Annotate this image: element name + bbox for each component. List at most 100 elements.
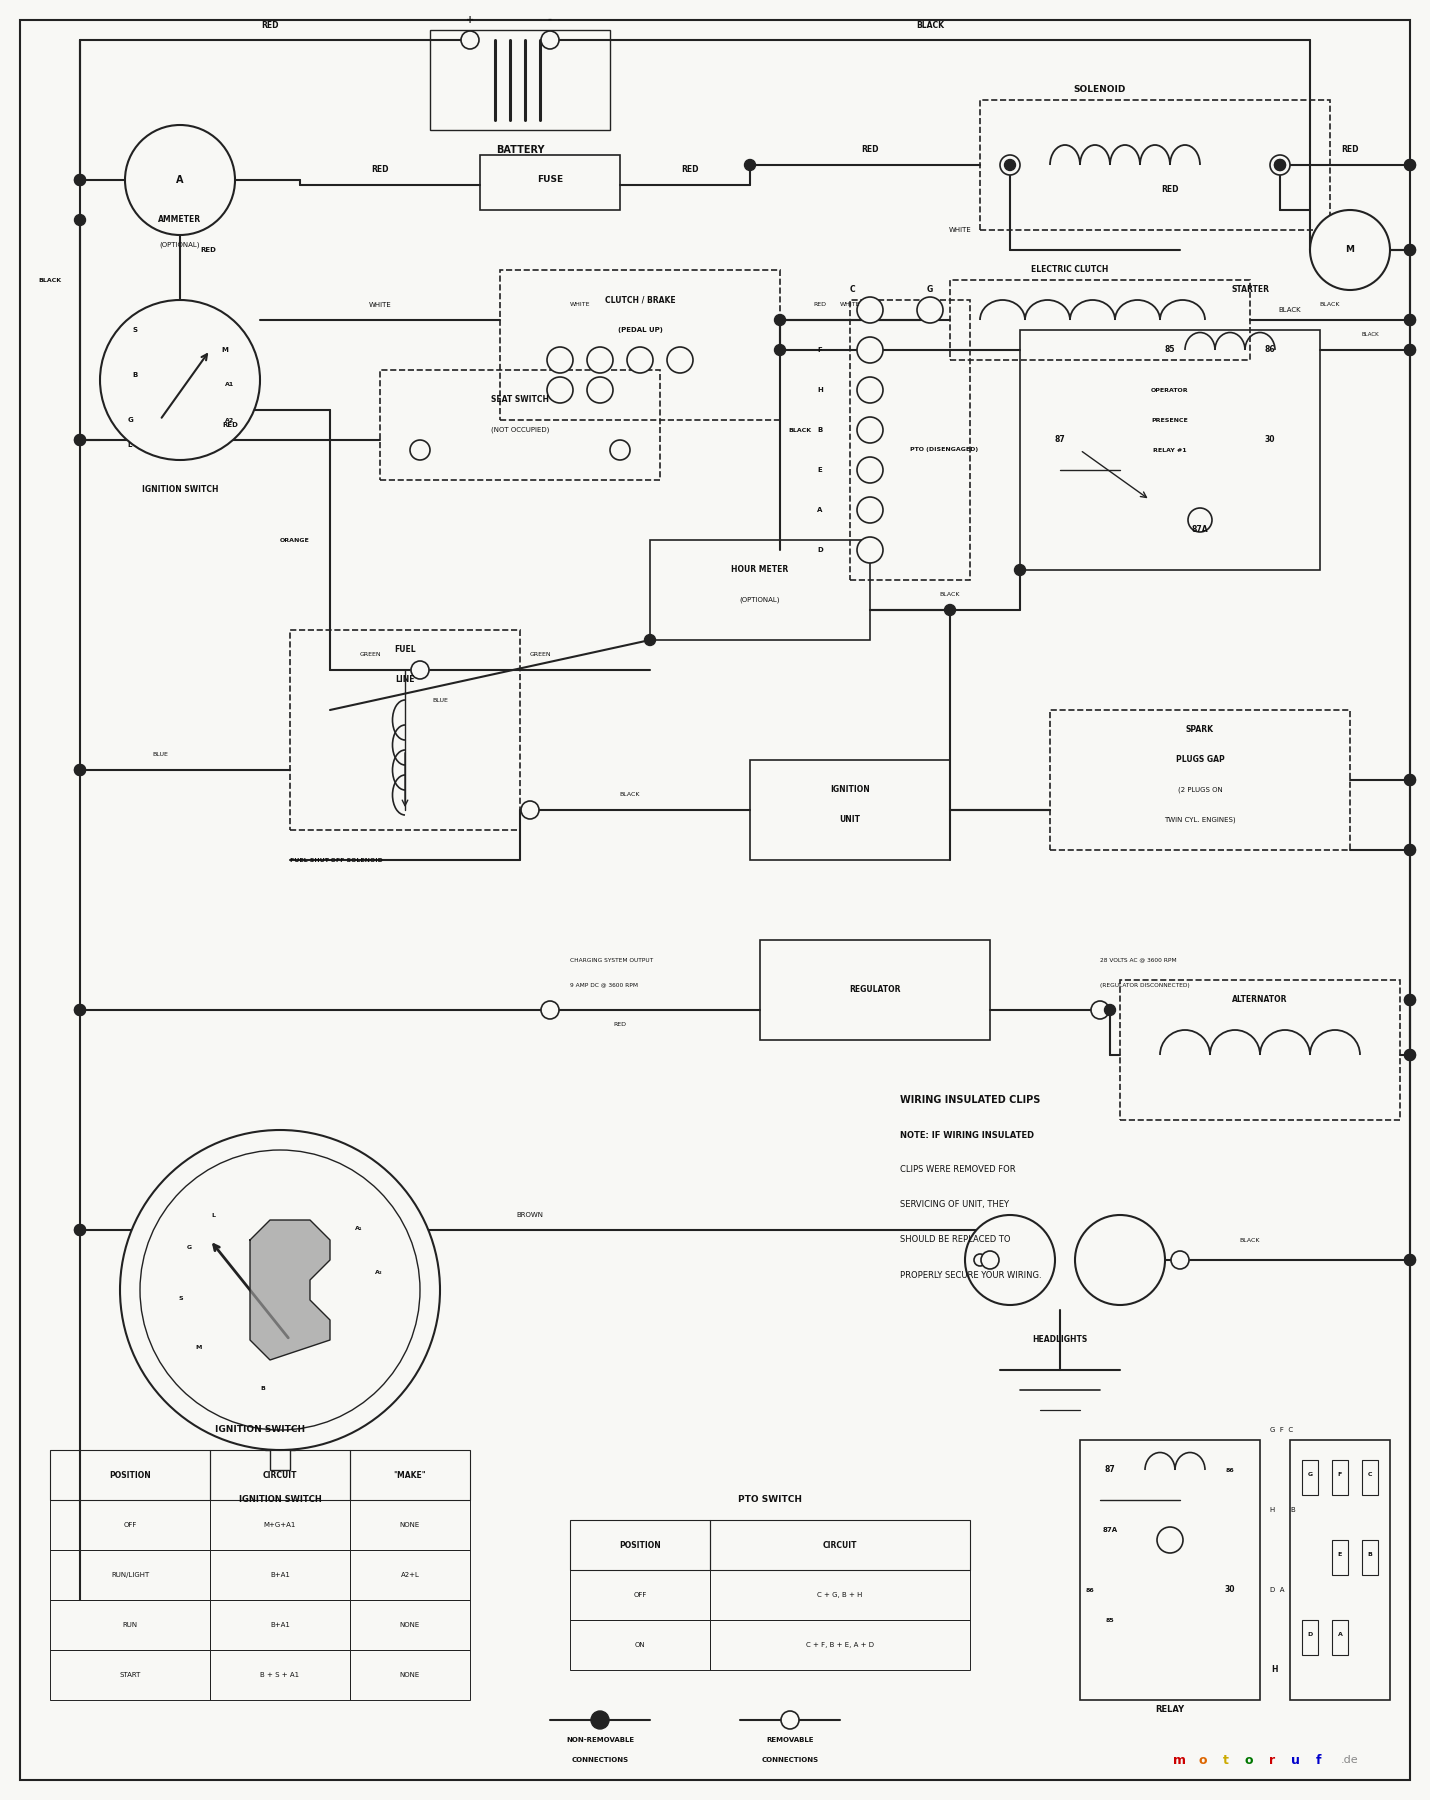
Text: 86: 86	[1085, 1588, 1094, 1593]
Text: C: C	[1367, 1472, 1373, 1478]
Circle shape	[460, 31, 479, 49]
Text: u: u	[1290, 1753, 1300, 1766]
Text: GREEN: GREEN	[359, 653, 380, 657]
Text: PRESENCE: PRESENCE	[1151, 418, 1188, 423]
Text: NOTE: IF WIRING INSULATED: NOTE: IF WIRING INSULATED	[899, 1130, 1034, 1139]
Circle shape	[74, 175, 86, 185]
Circle shape	[1091, 1001, 1110, 1019]
Text: IGNITION: IGNITION	[831, 785, 869, 794]
Text: t: t	[1223, 1753, 1228, 1766]
Circle shape	[1404, 315, 1416, 326]
Bar	[270, 1445, 290, 1471]
Text: G: G	[1307, 1472, 1313, 1478]
Circle shape	[944, 605, 955, 616]
Text: POSITION: POSITION	[619, 1541, 661, 1550]
Circle shape	[1104, 1004, 1115, 1015]
Text: RED: RED	[1161, 185, 1178, 194]
Bar	[290, 630, 521, 830]
Text: OFF: OFF	[633, 1591, 646, 1598]
Text: FUSE: FUSE	[536, 176, 563, 185]
Text: 28 VOLTS AC @ 3600 RPM: 28 VOLTS AC @ 3600 RPM	[1100, 958, 1177, 963]
Text: RED: RED	[200, 247, 216, 254]
Circle shape	[1404, 160, 1416, 171]
Circle shape	[410, 439, 430, 461]
Text: B: B	[133, 373, 137, 378]
Text: BLACK: BLACK	[1278, 308, 1301, 313]
Text: G  F  C: G F C	[1270, 1427, 1293, 1433]
Circle shape	[1000, 155, 1020, 175]
Circle shape	[857, 376, 882, 403]
Text: RED: RED	[372, 166, 389, 175]
Bar	[1301, 1460, 1318, 1496]
Text: A₂: A₂	[375, 1271, 382, 1274]
Circle shape	[917, 297, 942, 322]
Circle shape	[626, 347, 654, 373]
Text: (PEDAL UP): (PEDAL UP)	[618, 328, 662, 333]
Circle shape	[100, 301, 260, 461]
Circle shape	[1404, 160, 1416, 171]
Text: PROPERLY SECURE YOUR WIRING.: PROPERLY SECURE YOUR WIRING.	[899, 1271, 1041, 1280]
Bar	[1050, 709, 1350, 850]
Bar	[571, 1570, 711, 1620]
Text: IGNITION SWITCH: IGNITION SWITCH	[239, 1496, 322, 1505]
Text: WHITE: WHITE	[569, 302, 591, 308]
Circle shape	[974, 1255, 987, 1265]
Circle shape	[1188, 508, 1213, 533]
Text: BLACK: BLACK	[917, 20, 944, 29]
Bar	[1361, 1541, 1379, 1575]
Bar	[210, 1600, 350, 1651]
Text: CONNECTIONS: CONNECTIONS	[572, 1757, 629, 1762]
Circle shape	[74, 1224, 86, 1235]
Text: WHITE: WHITE	[839, 302, 861, 308]
Text: IGNITION SWITCH: IGNITION SWITCH	[142, 486, 219, 495]
Text: .de: .de	[1341, 1755, 1358, 1766]
Bar	[1080, 1440, 1260, 1699]
Text: BLACK: BLACK	[788, 428, 812, 432]
Circle shape	[1404, 844, 1416, 855]
Text: FUEL SHUT-OFF SOLENOID: FUEL SHUT-OFF SOLENOID	[290, 857, 383, 862]
Text: CHARGING SYSTEM OUTPUT: CHARGING SYSTEM OUTPUT	[571, 958, 654, 963]
Text: NONE: NONE	[400, 1523, 420, 1528]
Text: FUEL: FUEL	[395, 646, 416, 655]
Text: 85: 85	[1165, 346, 1175, 355]
Text: (REGULATOR DISCONNECTED): (REGULATOR DISCONNECTED)	[1100, 983, 1190, 988]
Bar	[500, 270, 779, 419]
Circle shape	[1404, 994, 1416, 1006]
Bar	[50, 1651, 210, 1699]
Text: B+A1: B+A1	[270, 1571, 290, 1579]
Text: M: M	[194, 1345, 202, 1350]
Text: BLACK: BLACK	[619, 792, 641, 797]
Text: 86: 86	[1226, 1467, 1234, 1472]
Text: E: E	[818, 466, 822, 473]
Text: H: H	[817, 387, 822, 392]
Text: SPARK: SPARK	[1185, 725, 1214, 734]
Circle shape	[1404, 844, 1416, 855]
Text: SERVICING OF UNIT, THEY: SERVICING OF UNIT, THEY	[899, 1201, 1010, 1210]
Circle shape	[124, 124, 235, 236]
Circle shape	[857, 536, 882, 563]
Circle shape	[857, 457, 882, 482]
Bar	[210, 1651, 350, 1699]
Circle shape	[74, 214, 86, 225]
Text: CONNECTIONS: CONNECTIONS	[761, 1757, 818, 1762]
Bar	[430, 31, 611, 130]
Bar	[350, 1651, 470, 1699]
Text: BLACK: BLACK	[39, 277, 61, 283]
Text: RED: RED	[613, 1022, 626, 1028]
Text: RUN: RUN	[123, 1622, 137, 1627]
Bar	[749, 760, 950, 860]
Text: H       B: H B	[1270, 1507, 1296, 1514]
Text: G: G	[127, 418, 133, 423]
Text: STARTER: STARTER	[1231, 286, 1268, 295]
Bar	[50, 1499, 210, 1550]
Circle shape	[586, 376, 613, 403]
Text: PTO SWITCH: PTO SWITCH	[738, 1496, 802, 1505]
Text: ELECTRIC CLUTCH: ELECTRIC CLUTCH	[1031, 265, 1108, 274]
Text: B + S + A1: B + S + A1	[260, 1672, 299, 1678]
Text: SEAT SWITCH: SEAT SWITCH	[490, 396, 549, 405]
Text: m: m	[1174, 1753, 1187, 1766]
Text: r: r	[1268, 1753, 1276, 1766]
Text: WIRING INSULATED CLIPS: WIRING INSULATED CLIPS	[899, 1094, 1041, 1105]
Text: (OPTIONAL): (OPTIONAL)	[160, 241, 200, 248]
Circle shape	[1404, 1255, 1416, 1265]
